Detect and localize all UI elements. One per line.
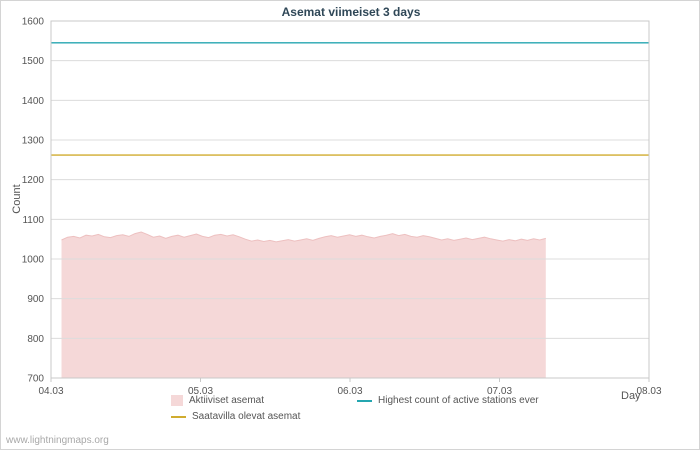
legend-label: Highest count of active stations ever	[378, 395, 539, 406]
watermark-link[interactable]: www.lightningmaps.org	[6, 435, 109, 446]
legend-item-saatavilla-asemat: Saatavilla olevat asemat	[171, 411, 349, 422]
legend-line-swatch	[357, 399, 372, 402]
x-axis-label: Day	[621, 390, 641, 402]
x-tick-label: 05.03	[188, 386, 213, 397]
y-tick-label: 1300	[22, 136, 45, 147]
legend-label: Saatavilla olevat asemat	[192, 411, 301, 422]
y-tick-label: 1000	[22, 255, 45, 266]
y-tick-label: 900	[27, 294, 44, 305]
legend-label: Aktiiviset asemat	[189, 395, 265, 406]
chart-legend: Aktiiviset asemat Highest count of activ…	[171, 395, 539, 422]
chart-plot: 700 800 900 1000 1100 1200 1300 1400 1500 1600 04.…	[22, 17, 662, 398]
area-series-edge	[61, 231, 546, 243]
y-tick-label: 1200	[22, 175, 45, 186]
area-series	[61, 232, 546, 378]
chart-title: Asemat viimeiset 3 days	[281, 5, 421, 19]
y-tick-label: 700	[27, 374, 44, 385]
y-tick-label: 800	[27, 334, 44, 345]
plot-border	[50, 20, 650, 379]
y-tick-label: 1600	[22, 17, 45, 28]
legend-item-highest-count: Highest count of active stations ever	[357, 395, 539, 406]
y-tick-label: 1500	[22, 56, 45, 67]
x-tick-label: 07.03	[487, 386, 512, 397]
y-tick-label: 1100	[22, 215, 44, 226]
x-tick-label: 04.03	[38, 386, 63, 397]
x-tick-label: 06.03	[337, 386, 362, 397]
legend-item-aktiiviset-asemat: Aktiiviset asemat	[171, 395, 349, 406]
legend-line-swatch	[171, 415, 186, 418]
legend-area-swatch	[171, 395, 183, 406]
x-tick-label: 08.03	[636, 386, 661, 397]
y-axis-label: Count	[11, 184, 23, 214]
y-tick-label: 1400	[22, 96, 45, 107]
